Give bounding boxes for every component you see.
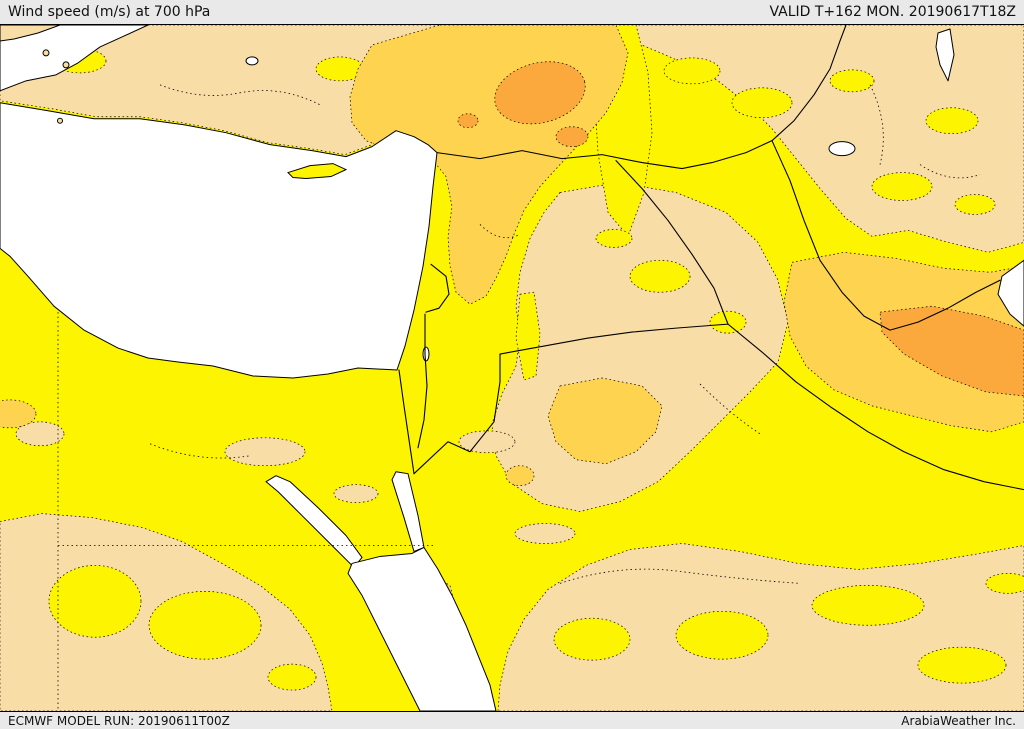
persian-gulf bbox=[997, 259, 1024, 327]
map-canvas bbox=[0, 24, 1024, 712]
map-header: Wind speed (m/s) at 700 hPa VALID T+162 … bbox=[0, 0, 1024, 24]
weather-map-svg bbox=[0, 25, 1024, 711]
wind-region bbox=[871, 172, 933, 201]
iran-iraq-border bbox=[771, 140, 1001, 331]
admin-dotted-borders bbox=[57, 84, 981, 711]
wind-region bbox=[595, 229, 633, 248]
lake-tuz bbox=[245, 56, 259, 66]
wind-region bbox=[675, 610, 769, 660]
valid-time-label: VALID T+162 MON. 20190617T18Z bbox=[769, 4, 1016, 20]
wind-region bbox=[457, 113, 479, 129]
thrace-land bbox=[0, 25, 61, 42]
wind-region bbox=[731, 87, 793, 119]
wind-band-yellow-patches bbox=[48, 25, 1024, 691]
wind-region bbox=[663, 57, 721, 85]
wind-region bbox=[333, 484, 379, 503]
black-sea bbox=[0, 25, 149, 92]
admin-line bbox=[149, 443, 251, 459]
wind-region bbox=[709, 310, 747, 334]
lake-sevan bbox=[935, 28, 955, 82]
admin-line bbox=[699, 383, 761, 435]
wind-region bbox=[48, 565, 142, 638]
admin-line bbox=[479, 224, 521, 239]
iraq-saudi-border bbox=[499, 323, 1024, 491]
lake-van bbox=[828, 141, 856, 157]
wind-region bbox=[954, 194, 996, 215]
wind-region bbox=[985, 573, 1024, 594]
wind-region bbox=[555, 126, 589, 147]
wind-region bbox=[148, 590, 262, 660]
wind-region bbox=[879, 305, 1024, 397]
wind-region bbox=[15, 421, 65, 447]
water-bodies bbox=[0, 25, 1024, 711]
cyprus-island bbox=[287, 163, 348, 180]
wind-region bbox=[515, 291, 541, 381]
wind-region bbox=[458, 430, 516, 454]
wind-region bbox=[811, 585, 925, 626]
admin-line bbox=[919, 164, 981, 179]
aegean-island bbox=[57, 117, 63, 124]
red-sea bbox=[347, 546, 497, 711]
wind-region bbox=[514, 523, 576, 544]
marmara-island bbox=[42, 49, 50, 57]
model-run-label: ECMWF MODEL RUN: 20190611T00Z bbox=[8, 713, 230, 728]
turkey-syria-border bbox=[436, 140, 773, 170]
wind-region bbox=[917, 646, 1007, 684]
wind-region bbox=[547, 377, 663, 465]
brand-label: ArabiaWeather Inc. bbox=[901, 713, 1016, 728]
wind-region bbox=[553, 617, 631, 661]
page-title: Wind speed (m/s) at 700 hPa bbox=[8, 4, 211, 20]
wind-band-orange-regions bbox=[457, 61, 1024, 397]
syria-iraq-border bbox=[615, 160, 729, 325]
admin-line bbox=[159, 84, 321, 106]
wind-region bbox=[829, 69, 875, 93]
wind-region bbox=[494, 61, 586, 125]
wind-region bbox=[267, 663, 317, 691]
wind-region bbox=[505, 465, 535, 487]
wind-region bbox=[224, 437, 306, 467]
country-borders bbox=[398, 25, 1024, 491]
jordan-saudi-border bbox=[413, 353, 501, 475]
marmara-island bbox=[62, 61, 70, 69]
wind-region bbox=[925, 107, 979, 135]
wind-region bbox=[629, 259, 691, 293]
admin-line bbox=[559, 568, 801, 584]
turkey-east-border bbox=[771, 25, 847, 142]
wind-region bbox=[0, 399, 37, 429]
map-footer: ECMWF MODEL RUN: 20190611T00Z ArabiaWeat… bbox=[0, 712, 1024, 729]
lebanon-syria-border bbox=[425, 263, 450, 313]
jordan-israel-border bbox=[417, 313, 428, 449]
egypt-israel-border bbox=[398, 369, 415, 475]
dead-sea bbox=[422, 346, 430, 362]
